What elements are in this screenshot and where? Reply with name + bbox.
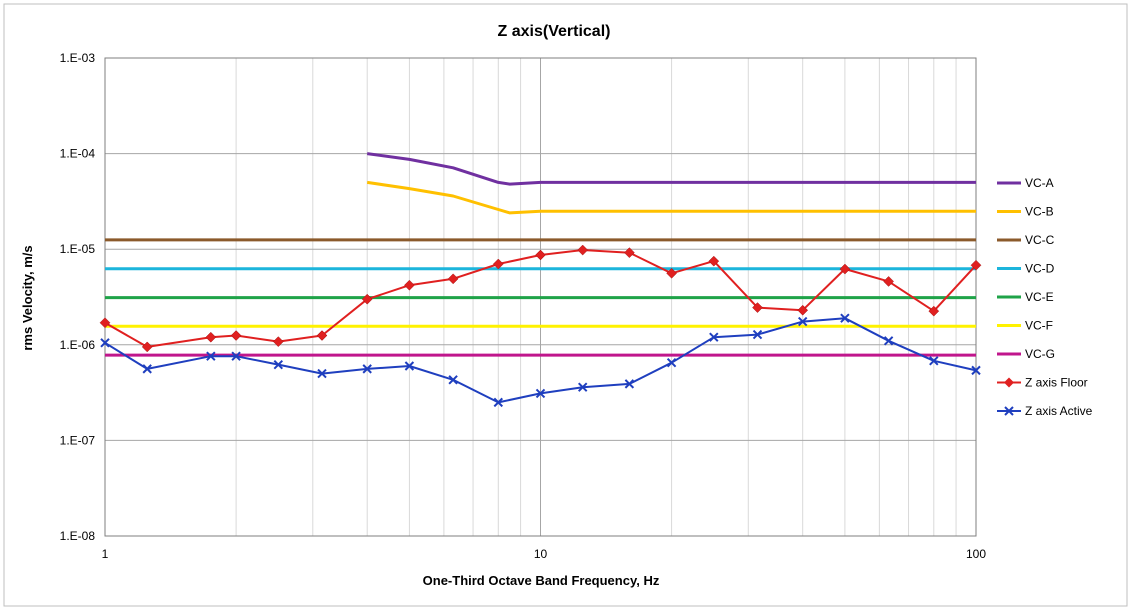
data-point-diamond <box>361 293 373 305</box>
series-z-axis-floor <box>99 244 982 353</box>
chart-border <box>3 3 1128 607</box>
data-point-diamond <box>535 249 546 261</box>
legend-label: VC-G <box>1025 347 1055 361</box>
legend-label: VC-B <box>1025 205 1054 219</box>
data-point-diamond <box>272 336 284 347</box>
legend-label: VC-F <box>1025 319 1053 333</box>
data-point-diamond <box>708 255 720 267</box>
series-vc-b <box>366 180 976 215</box>
series-z-axis-active <box>100 313 981 408</box>
y-tick-label: 1.E-03 <box>60 51 96 65</box>
data-point-x <box>666 357 677 368</box>
data-point-x <box>929 356 939 366</box>
data-point-x <box>577 382 588 392</box>
tick-labels: 1.E-08 1.E-07 1.E-06 1.E-05 1.E-04 1.E-03 1 10 1… <box>60 51 987 561</box>
series-layer <box>99 152 982 408</box>
x-tick-label: 10 <box>534 547 548 561</box>
data-point-x <box>448 375 458 385</box>
data-point-x <box>752 329 763 340</box>
x-tick-label: 1 <box>102 547 109 561</box>
data-point-diamond <box>666 267 677 279</box>
data-point-diamond <box>839 263 851 275</box>
legend-marker-x <box>1004 406 1014 416</box>
data-point-diamond <box>752 302 763 313</box>
data-point-diamond <box>99 317 111 329</box>
series-line <box>366 152 976 186</box>
legend-item: VC-B <box>997 205 1054 219</box>
data-point-x <box>231 351 241 361</box>
series-line <box>366 180 976 215</box>
y-tick-label: 1.E-06 <box>60 338 96 352</box>
x-axis-label: One-Third Octave Band Frequency, Hz <box>423 573 660 588</box>
legend-label: VC-D <box>1025 262 1055 276</box>
data-point-x <box>404 361 415 371</box>
data-point-diamond <box>624 247 635 259</box>
legend-item: VC-G <box>997 347 1055 361</box>
y-tick-label: 1.E-08 <box>60 529 96 543</box>
chart-title: Z axis(Vertical) <box>498 23 611 40</box>
data-point-diamond <box>230 330 242 341</box>
data-point-diamond <box>577 244 589 256</box>
data-point-x <box>883 336 894 346</box>
data-point-x <box>100 338 110 348</box>
legend-label: Z axis Active <box>1025 404 1093 418</box>
data-point-x <box>797 316 808 327</box>
series-vc-a <box>366 152 976 186</box>
legend-label: VC-A <box>1025 176 1054 190</box>
legend-item: VC-D <box>997 262 1055 276</box>
data-point-x <box>840 313 850 323</box>
y-axis-label: rms Velocity, m/s <box>20 245 35 350</box>
data-point-diamond <box>316 330 328 341</box>
legend-label: VC-C <box>1025 233 1055 247</box>
data-point-diamond <box>970 259 982 271</box>
legend-marker-diamond <box>1004 377 1014 388</box>
data-point-diamond <box>883 276 894 287</box>
data-point-x <box>142 364 152 374</box>
data-point-diamond <box>928 305 940 317</box>
data-point-x <box>971 365 981 376</box>
y-tick-label: 1.E-04 <box>60 147 96 161</box>
legend-item: Z axis Floor <box>997 376 1088 390</box>
data-point-x <box>624 379 635 389</box>
legend-item: VC-F <box>997 319 1053 333</box>
data-point-x <box>206 351 216 361</box>
legend-item: VC-C <box>997 233 1055 247</box>
data-point-x <box>362 364 372 374</box>
data-point-x <box>709 332 719 342</box>
data-point-x <box>535 388 546 399</box>
data-point-x <box>493 397 504 408</box>
y-tick-label: 1.E-07 <box>60 433 96 447</box>
legend-item: VC-E <box>997 290 1054 304</box>
data-point-diamond <box>447 273 459 285</box>
data-point-x <box>273 359 284 370</box>
data-point-x <box>317 368 327 379</box>
legend-label: VC-E <box>1025 290 1054 304</box>
x-tick-label: 100 <box>966 547 986 561</box>
legend-item: Z axis Active <box>997 404 1093 418</box>
data-point-diamond <box>205 331 217 343</box>
data-point-diamond <box>492 258 504 270</box>
data-point-diamond <box>404 279 415 291</box>
legend-label: Z axis Floor <box>1025 376 1088 390</box>
legend-item: VC-A <box>997 176 1054 190</box>
y-tick-label: 1.E-05 <box>60 242 96 256</box>
legend: VC-A VC-B VC-C VC-D VC-E VC-F VC-G Z axis Floor… <box>997 176 1093 418</box>
data-point-diamond <box>141 341 153 353</box>
data-point-diamond <box>797 304 809 316</box>
